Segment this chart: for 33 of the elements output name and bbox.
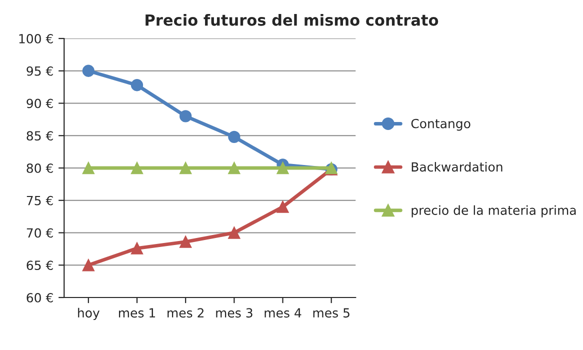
y-tick-label: 80 € — [26, 163, 53, 173]
y-tick-label: 75 € — [26, 196, 53, 206]
point — [180, 110, 192, 122]
point — [180, 162, 192, 174]
y-tick-label: 60 € — [26, 292, 53, 302]
point — [276, 200, 289, 213]
point — [228, 162, 240, 174]
point — [130, 162, 144, 174]
chart-title: Precio futuros del mismo contrato — [146, 14, 438, 26]
x-tick-label: hoy — [78, 308, 100, 320]
point — [82, 64, 94, 77]
x-tick-label: mes 2 — [168, 308, 204, 318]
point — [82, 259, 94, 272]
x-tick-label: mes 3 — [216, 308, 252, 318]
legend-label: Backwardation — [412, 162, 502, 172]
point — [130, 242, 144, 254]
y-tick-label: 70 € — [26, 228, 53, 238]
point — [130, 79, 144, 92]
x-tick-label: mes 1 — [118, 308, 156, 318]
point — [82, 162, 94, 174]
legend-label: precio de la materia prima — [412, 205, 576, 218]
point — [228, 130, 240, 143]
x-tick-label: mes 5 — [313, 308, 350, 318]
x-tick-label: mes 4 — [264, 308, 302, 318]
y-tick-label: 90 € — [26, 98, 53, 108]
y-tick-label: 65 € — [26, 260, 53, 270]
y-tick-label: 100 € — [19, 34, 53, 44]
y-tick-label: 85 € — [26, 131, 53, 141]
y-tick-label: 95 € — [26, 66, 53, 76]
point — [276, 162, 289, 174]
point — [180, 236, 192, 248]
point — [228, 226, 240, 239]
legend-label: Contango — [411, 118, 470, 131]
